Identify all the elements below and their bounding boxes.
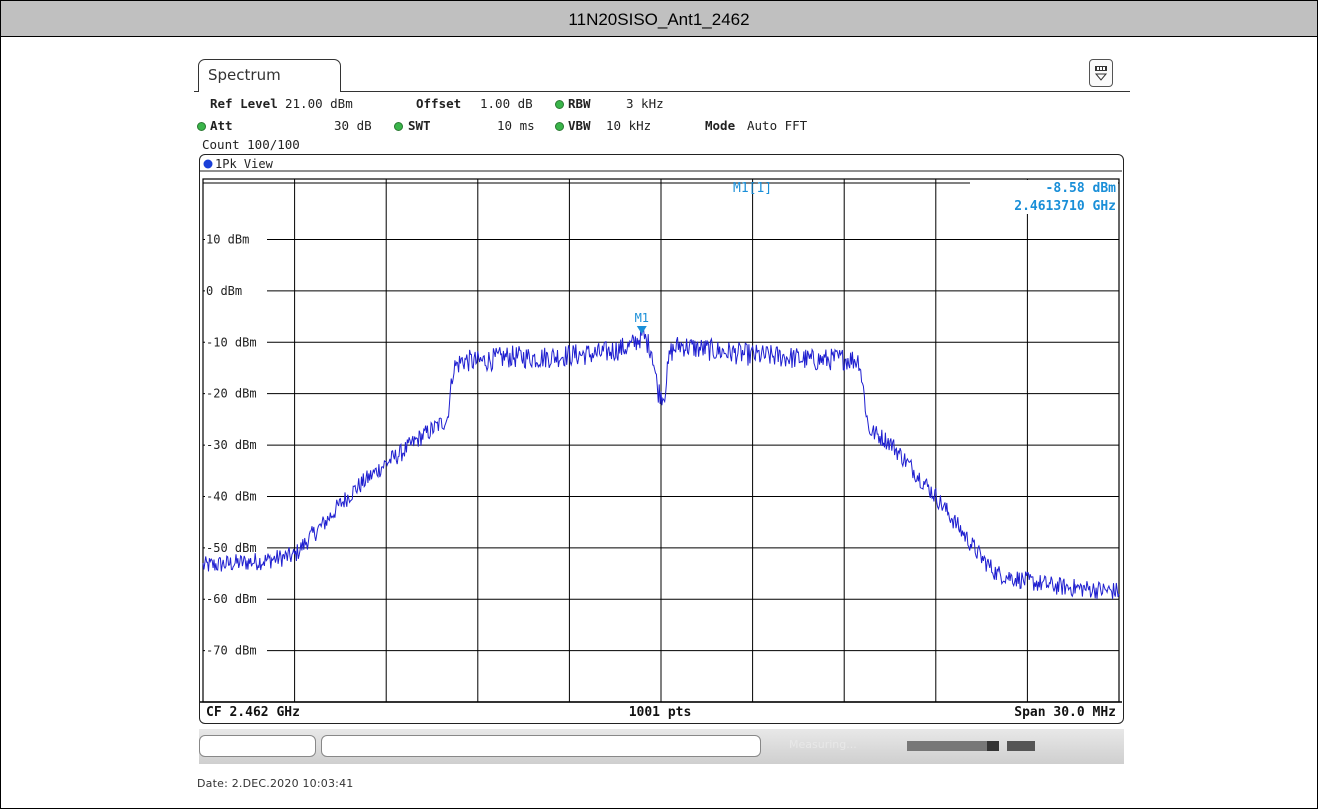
vbw-value: 10 kHz	[606, 118, 652, 133]
y-tick-label: -40 dBm	[206, 489, 257, 503]
y-tick-label-bg	[205, 334, 267, 350]
spectrum-plot: 10 dBm 0 dBm -10 dBm -20 dBm -30 dBm -40 dBm -…	[200, 157, 1122, 720]
y-tick-label: 10 dBm	[206, 233, 249, 247]
y-tick-label-bg	[205, 231, 267, 247]
vbw-status-dot	[555, 122, 564, 131]
y-tick-label: -50 dBm	[206, 541, 257, 555]
tab-baseline	[194, 91, 1130, 92]
offset-value: 1.00 dB	[480, 96, 533, 111]
rbw-label: RBW	[568, 96, 591, 111]
marker-m1-triangle	[636, 326, 647, 335]
y-tick-label-bg	[205, 385, 267, 401]
trace-1pk	[202, 326, 1120, 599]
frequency-span: Span 30.0 MHz	[1014, 705, 1116, 720]
y-tick-label-bg	[205, 539, 267, 555]
y-tick-label-bg	[205, 437, 267, 453]
toolbar-menu-icon	[1094, 66, 1108, 81]
y-tick-label: -20 dBm	[206, 387, 257, 401]
marker-readout-name: M1[1]	[733, 181, 772, 196]
spectrum-analyzer-screen: Spectrum Ref Level 21.00 dBm Offset 1.00…	[194, 56, 1130, 764]
preset-menu-button[interactable]	[1089, 59, 1113, 87]
view-indicator-dot	[203, 159, 213, 169]
trace-window: 10 dBm 0 dBm -10 dBm -20 dBm -30 dBm -40 dBm -…	[199, 154, 1124, 724]
sweep-points: 1001 pts	[629, 705, 692, 720]
offset-label: Offset	[416, 96, 462, 111]
rbw-status-dot	[555, 100, 564, 109]
page-title: 11N20SISO_Ant1_2462	[1, 1, 1317, 37]
swt-value: 10 ms	[497, 118, 535, 133]
ref-level-label: Ref Level	[210, 96, 278, 111]
center-frequency: CF 2.462 GHz	[206, 705, 300, 720]
status-bar: Measuring...	[199, 729, 1124, 764]
y-tick-label-bg	[205, 282, 267, 298]
status-field-left[interactable]	[199, 735, 316, 757]
rbw-value: 3 kHz	[626, 96, 664, 111]
swt-label: SWT	[408, 118, 431, 133]
tab-spectrum[interactable]: Spectrum	[198, 59, 341, 91]
marker-readout-bg	[970, 180, 1118, 214]
y-tick-label-bg	[205, 488, 267, 504]
view-label: 1Pk View	[215, 157, 274, 171]
y-tick-label: -30 dBm	[206, 438, 257, 452]
sweep-progress-icon	[907, 741, 1035, 751]
att-status-dot	[197, 122, 206, 131]
y-tick-label-bg	[205, 591, 267, 607]
status-message-field	[321, 735, 761, 757]
sweep-count: Count 100/100	[202, 137, 300, 152]
marker-readout-frequency: 2.4613710 GHz	[1014, 199, 1116, 214]
ref-level-value: 21.00 dBm	[285, 96, 353, 111]
mode-label: Mode	[705, 118, 736, 133]
vbw-label: VBW	[568, 118, 591, 133]
y-tick-label: -10 dBm	[206, 335, 257, 349]
y-tick-label: 0 dBm	[206, 284, 242, 298]
measuring-status: Measuring...	[789, 738, 857, 751]
swt-status-dot	[394, 122, 403, 131]
capture-date: Date: 2.DEC.2020 10:03:41	[197, 777, 354, 790]
att-label: Att	[210, 118, 233, 133]
y-tick-label: -70 dBm	[206, 644, 257, 658]
marker-m1-label: M1	[635, 311, 649, 325]
y-tick-label: -60 dBm	[206, 592, 257, 606]
mode-value: Auto FFT	[747, 118, 808, 133]
att-value: 30 dB	[334, 118, 372, 133]
marker-readout-level: -8.58 dBm	[1046, 181, 1117, 196]
y-tick-label-bg	[205, 642, 267, 658]
